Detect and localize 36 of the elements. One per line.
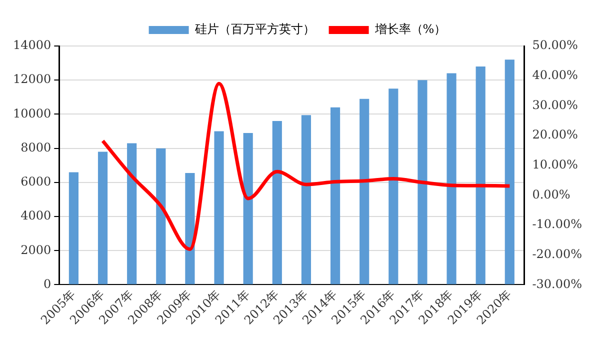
y-tick-label: 8000	[20, 140, 52, 154]
bar	[504, 60, 514, 284]
y-tick-label: 12000	[12, 72, 52, 86]
bar	[68, 172, 78, 284]
y2-tick-label: -20.00%	[532, 247, 582, 262]
y-tick-label: 6000	[20, 174, 52, 189]
y-tick-label: 4000	[20, 208, 52, 223]
bar	[272, 121, 282, 284]
bar	[156, 148, 166, 284]
bar	[301, 115, 312, 284]
line-series	[101, 82, 512, 251]
bar	[214, 131, 224, 284]
bar	[185, 173, 195, 284]
bar	[388, 88, 398, 284]
y-tick-label: 2000	[20, 242, 52, 257]
y2-tick-label: 20.00%	[532, 128, 578, 142]
y2-tick-label: 10.00%	[532, 157, 578, 172]
y2-tick-label: -10.00%	[532, 217, 582, 232]
bar	[418, 80, 428, 284]
y2-tick-label: 0.00%	[532, 187, 570, 202]
y-tick-label: 0	[44, 276, 52, 291]
y2-tick-label: 50.00%	[532, 38, 578, 52]
y-tick-label: 10000	[12, 106, 52, 120]
legend-label: 增长率（%）	[374, 22, 446, 36]
bar	[127, 143, 137, 284]
y2-tick-label: -30.00%	[532, 276, 582, 291]
bar	[446, 73, 456, 284]
bar	[360, 98, 370, 284]
legend-label: 硅片（百万平方英寸）	[194, 22, 315, 36]
y2-tick-label: 40.00%	[532, 68, 578, 82]
y2-tick-label: 30.00%	[532, 98, 578, 112]
y-tick-label: 14000	[12, 38, 52, 52]
bar	[98, 152, 108, 284]
bar	[243, 132, 253, 284]
bar	[476, 66, 486, 284]
bar	[330, 107, 340, 284]
